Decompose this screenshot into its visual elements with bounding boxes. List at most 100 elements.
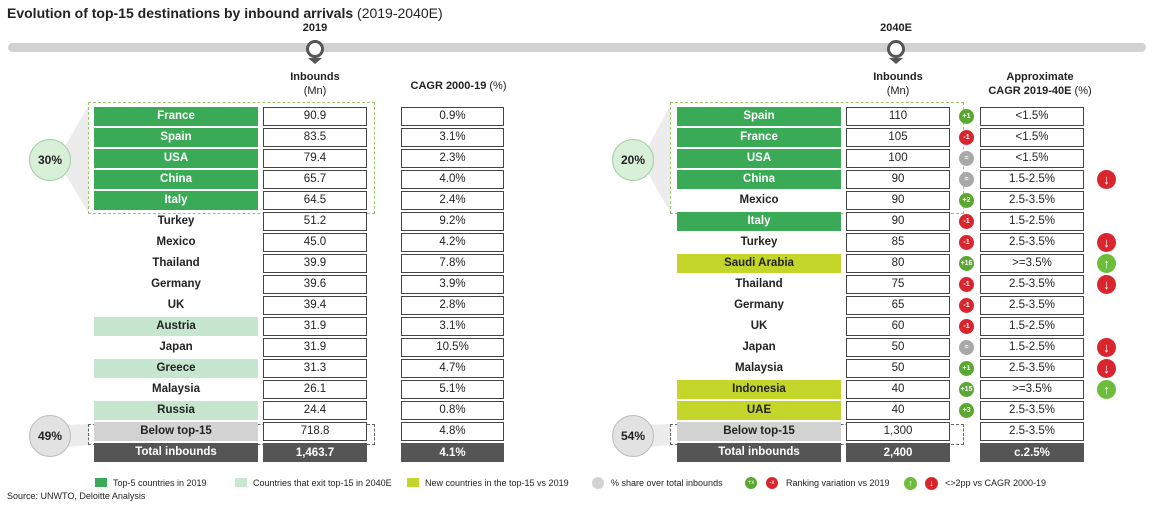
cagr-value-2019-40e: >=3.5% (980, 254, 1084, 273)
cagr-value-2019-40e: 2.5-3.5% (980, 401, 1084, 420)
cagr-value-2000-19: 2.8% (401, 296, 504, 315)
inbounds-value-2040e: 110 (846, 107, 950, 126)
timeline-year-2040e: 2040E (880, 22, 912, 34)
rank-variation-badge: +3 (959, 403, 974, 418)
inbounds-value-2040e: 100 (846, 149, 950, 168)
trend-up-icon: ↑ (1097, 380, 1116, 399)
country-label: Saudi Arabia (677, 254, 841, 273)
country-label: Malaysia (152, 383, 200, 395)
rank-variation-badge: -1 (959, 130, 974, 145)
cagr-value-2000-19: 7.8% (401, 254, 504, 273)
timeline-bar (8, 43, 1146, 52)
rank-variation-badge: -1 (959, 235, 974, 250)
rank-variation-badge: -1 (959, 319, 974, 334)
country-label: Malaysia (735, 362, 783, 374)
cagr-value-2000-19: 9.2% (401, 212, 504, 231)
right-cagr-header-line1: Approximate (1006, 71, 1074, 83)
trend-down-icon: ↓ (1097, 275, 1116, 294)
country-label: USA (677, 149, 841, 168)
inbounds-value-2019: 31.9 (263, 317, 367, 336)
inbounds-value-2040e: 50 (846, 338, 950, 357)
inbounds-value-2040e: 2,400 (846, 443, 950, 462)
inbounds-value-2019: 31.9 (263, 338, 367, 357)
cagr-value-2000-19: 10.5% (401, 338, 504, 357)
inbounds-value-2019: 31.3 (263, 359, 367, 378)
cagr-value-2000-19: 2.3% (401, 149, 504, 168)
country-label: France (677, 128, 841, 147)
cagr-value-2000-19: 4.1% (401, 443, 504, 462)
inbounds-value-2019: 39.6 (263, 275, 367, 294)
country-label: UK (750, 320, 768, 332)
inbounds-value-2019: 24.4 (263, 401, 367, 420)
inbounds-value-2040e: 60 (846, 317, 950, 336)
right-top5-share: 20% (612, 139, 654, 181)
inbounds-value-2040e: 85 (846, 233, 950, 252)
right-inbounds-header-unit: (Mn) (886, 85, 910, 97)
trend-down-icon: ↓ (1097, 233, 1116, 252)
cagr-value-2019-40e: 2.5-3.5% (980, 359, 1084, 378)
left-inbounds-header-label: Inbounds (290, 71, 340, 83)
country-label: Austria (94, 317, 258, 336)
cagr-value-2000-19: 3.1% (401, 128, 504, 147)
country-label: Turkey (157, 215, 195, 227)
inbounds-value-2019: 1,463.7 (263, 443, 367, 462)
inbounds-value-2040e: 75 (846, 275, 950, 294)
country-label: Japan (742, 341, 776, 353)
cagr-value-2000-19: 4.2% (401, 233, 504, 252)
cagr-value-2000-19: 0.8% (401, 401, 504, 420)
cagr-value-2019-40e: c.2.5% (980, 443, 1084, 462)
cagr-value-2019-40e: <1.5% (980, 107, 1084, 126)
rank-variation-badge: +1 (959, 109, 974, 124)
legend-top5-label: Top-5 countries in 2019 (113, 478, 207, 488)
source-note: Source: UNWTO, Deloitte Analysis (7, 491, 146, 501)
country-label: Greece (94, 359, 258, 378)
rank-variation-badge: +15 (959, 382, 974, 397)
country-label: Spain (94, 128, 258, 147)
country-label: Below top-15 (94, 422, 258, 441)
legend-exit-label: Countries that exit top-15 in 2040E (253, 478, 392, 488)
cagr-value-2019-40e: >=3.5% (980, 380, 1084, 399)
cagr-value-2019-40e: 1.5-2.5% (980, 170, 1084, 189)
right-inbounds-header-label: Inbounds (873, 71, 923, 83)
inbounds-value-2040e: 50 (846, 359, 950, 378)
rank-variation-badge: -1 (959, 214, 974, 229)
inbounds-value-2019: 39.4 (263, 296, 367, 315)
cagr-value-2019-40e: 1.5-2.5% (980, 338, 1084, 357)
country-label: China (677, 170, 841, 189)
inbounds-value-2019: 39.9 (263, 254, 367, 273)
country-label: Japan (159, 341, 193, 353)
right-cagr-header-unit: (%) (1074, 85, 1092, 97)
country-label: France (94, 107, 258, 126)
country-label: Germany (734, 299, 784, 311)
legend-ranking-label: Ranking variation vs 2019 (786, 478, 890, 488)
legend-exit-swatch (235, 478, 247, 487)
cagr-value-2019-40e: 1.5-2.5% (980, 212, 1084, 231)
cagr-value-2000-19: 3.9% (401, 275, 504, 294)
country-label: UK (167, 299, 185, 311)
inbounds-value-2019: 718.8 (263, 422, 367, 441)
cagr-value-2000-19: 4.0% (401, 170, 504, 189)
inbounds-value-2019: 51.2 (263, 212, 367, 231)
cagr-value-2000-19: 4.8% (401, 422, 504, 441)
title-sub: (2019-2040E) (357, 5, 443, 21)
inbounds-value-2040e: 90 (846, 212, 950, 231)
legend-trend-up-icon: ↑ (904, 477, 917, 490)
inbounds-value-2040e: 40 (846, 401, 950, 420)
inbounds-value-2019: 64.5 (263, 191, 367, 210)
rank-variation-badge: -1 (959, 277, 974, 292)
rank-variation-badge: +1 (959, 361, 974, 376)
rank-variation-badge: = (959, 151, 974, 166)
rank-variation-badge: +2 (959, 193, 974, 208)
country-label: Indonesia (677, 380, 841, 399)
country-label: USA (94, 149, 258, 168)
country-label: Italy (94, 191, 258, 210)
left-cagr-header: CAGR 2000-19 (%) (401, 79, 516, 93)
right-cagr-header: Approximate CAGR 2019-40E (%) (980, 70, 1100, 98)
country-label: Thailand (152, 257, 200, 269)
rank-variation-badge: = (959, 172, 974, 187)
inbounds-value-2019: 90.9 (263, 107, 367, 126)
right-inbounds-header: Inbounds (Mn) (846, 70, 950, 98)
legend-trend-down-icon: ↓ (925, 477, 938, 490)
inbounds-value-2040e: 40 (846, 380, 950, 399)
left-below-share: 49% (29, 415, 71, 457)
